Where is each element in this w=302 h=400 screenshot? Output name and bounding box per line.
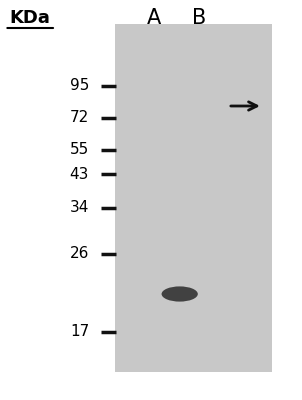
- Text: 17: 17: [70, 324, 89, 340]
- Text: 55: 55: [70, 142, 89, 158]
- Text: A: A: [147, 8, 161, 28]
- Text: 34: 34: [70, 200, 89, 216]
- Text: B: B: [192, 8, 207, 28]
- Text: KDa: KDa: [10, 9, 51, 27]
- Text: 95: 95: [70, 78, 89, 94]
- Ellipse shape: [162, 286, 198, 302]
- Text: 72: 72: [70, 110, 89, 126]
- Text: 43: 43: [70, 166, 89, 182]
- FancyBboxPatch shape: [115, 24, 272, 372]
- Text: 26: 26: [70, 246, 89, 262]
